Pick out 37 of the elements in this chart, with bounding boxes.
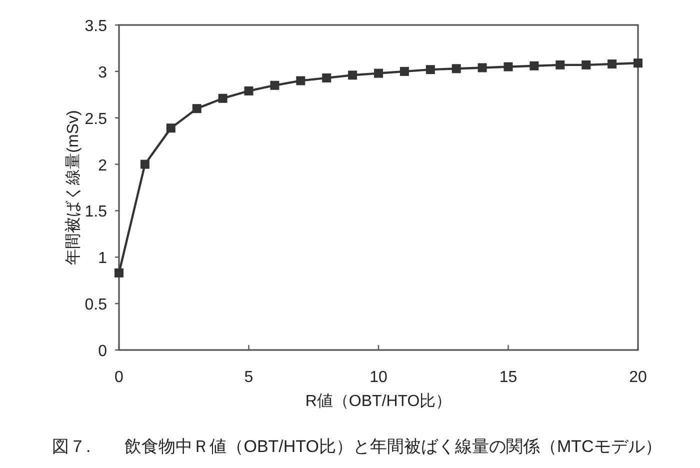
point: [270, 80, 280, 90]
y-tick-label: 1: [98, 250, 108, 268]
point: [218, 94, 228, 103]
point: [478, 63, 487, 72]
y-tick-label: 1.5: [84, 204, 108, 221]
point: [452, 64, 461, 74]
y-tick-label: 3.5: [84, 18, 108, 35]
point: [426, 65, 435, 74]
x-tick-label: 0: [114, 369, 124, 386]
y-tick-label: 2.5: [84, 110, 108, 128]
point: [140, 160, 150, 169]
y-axis-title: 年間被ばく線量(mSv): [64, 110, 82, 265]
y-tick-label: 2: [98, 157, 108, 174]
point: [530, 61, 539, 70]
point: [634, 58, 642, 68]
x-tick-label: 10: [370, 369, 388, 386]
x-tick-label: 5: [244, 369, 254, 386]
point: [556, 60, 565, 70]
point: [582, 60, 591, 70]
point: [192, 104, 202, 114]
point: [296, 76, 306, 86]
point: [348, 70, 358, 80]
point: [374, 68, 383, 78]
point: [166, 124, 176, 133]
x-tick-label: 15: [499, 369, 518, 386]
point: [114, 268, 124, 278]
point: [400, 66, 409, 76]
y-tick-label: 3: [98, 64, 108, 82]
x-axis-title: R値（OBT/HTO比）: [305, 392, 452, 410]
caption: 図７. 飲食物中Ｒ値（OBT/HTO比）と年間被ばく線量の関係（MTCモデル）: [52, 437, 662, 456]
y-tick-label: 0: [98, 343, 108, 360]
point: [322, 73, 332, 82]
point: [608, 60, 617, 68]
point: [244, 86, 254, 96]
point: [504, 62, 513, 72]
x-tick-label: 20: [629, 369, 647, 386]
y-tick-label: 0.5: [84, 296, 108, 314]
